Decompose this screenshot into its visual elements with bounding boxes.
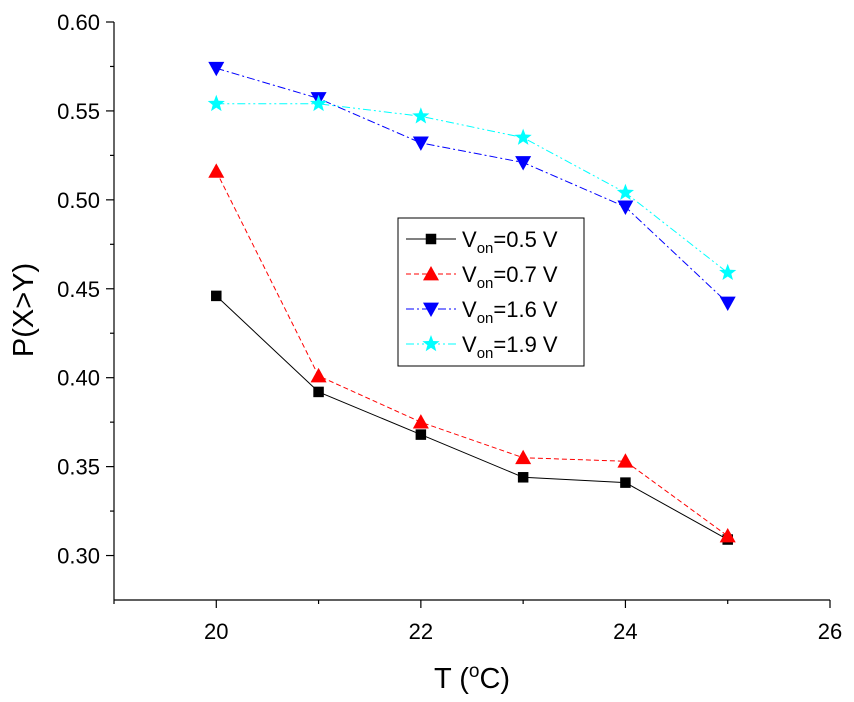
data-point	[415, 429, 427, 440]
data-point	[310, 94, 328, 112]
data-point	[620, 477, 631, 488]
series-line	[215, 295, 728, 540]
data-point	[412, 107, 430, 124]
legend-label: Von=1.9 V	[462, 332, 558, 362]
data-point	[514, 128, 532, 145]
y-tick-label: 0.35	[57, 455, 100, 480]
x-axis-label: T (oC)	[434, 661, 510, 695]
series-2	[208, 163, 736, 543]
x-tick-label: 22	[409, 619, 433, 644]
y-tick-label: 0.55	[57, 99, 100, 124]
legend-label: Von=0.7 V	[462, 262, 558, 292]
y-tick-label: 0.30	[57, 544, 100, 569]
y-tick-label: 0.50	[57, 188, 100, 213]
legend: Von=0.5 V Von=0.7 V Von=1.6 V Von=1.9 V	[397, 217, 585, 367]
data-point	[719, 296, 736, 311]
x-tick-label: 20	[204, 619, 228, 644]
data-point	[719, 263, 737, 281]
data-point	[207, 94, 225, 112]
legend-entry: Von=0.5 V	[406, 227, 558, 257]
y-axis-label: P(X>Y)	[8, 263, 40, 357]
axes: 0.30 0.35 0.40 0.45 0.50 0.55 0.60 20 22 24 26	[57, 10, 842, 644]
data-point	[719, 527, 736, 543]
legend-marker	[425, 233, 437, 245]
legend-entry: Von=1.9 V	[406, 332, 558, 362]
legend-marker	[422, 335, 440, 352]
legend-label: Von=1.6 V	[462, 297, 558, 327]
data-point	[208, 163, 225, 178]
y-tick-label: 0.60	[57, 10, 100, 35]
x-tick-label: 24	[613, 619, 637, 644]
data-point	[617, 200, 634, 215]
data-point	[208, 61, 225, 77]
data-point	[412, 414, 429, 429]
series-line	[215, 171, 729, 537]
legend-entry: Von=1.6 V	[406, 297, 558, 327]
series-4	[207, 94, 737, 281]
data-point	[515, 156, 532, 171]
data-point	[517, 472, 529, 483]
legend-label: Von=0.5 V	[462, 227, 558, 257]
x-axis-label-prefix: T (	[434, 663, 469, 695]
legend-entry: Von=0.7 V	[406, 262, 558, 292]
data-point	[617, 453, 634, 468]
series-line	[216, 103, 729, 274]
x-axis-label-degree: o	[469, 661, 480, 682]
data-point	[211, 290, 222, 302]
data-point	[310, 367, 327, 383]
y-tick-label: 0.40	[57, 366, 100, 391]
y-tick-label: 0.45	[57, 277, 100, 302]
data-point	[616, 183, 634, 201]
series-layer	[207, 61, 737, 545]
legend-marker	[423, 266, 439, 281]
data-point	[412, 136, 429, 151]
x-axis-label-suffix: C)	[479, 663, 510, 695]
data-point	[313, 386, 324, 398]
data-point	[515, 449, 532, 465]
legend-marker	[423, 302, 439, 317]
x-tick-label: 26	[818, 619, 842, 644]
